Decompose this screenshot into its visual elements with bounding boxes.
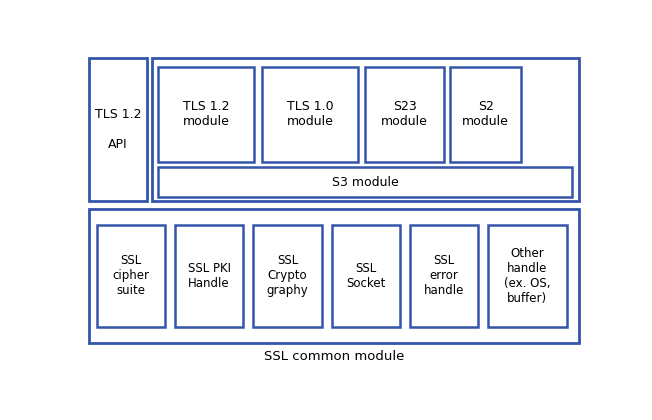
FancyBboxPatch shape bbox=[451, 66, 521, 162]
FancyBboxPatch shape bbox=[262, 66, 359, 162]
FancyBboxPatch shape bbox=[332, 225, 400, 327]
FancyBboxPatch shape bbox=[153, 58, 579, 201]
Text: TLS 1.2
module: TLS 1.2 module bbox=[183, 100, 230, 128]
Text: Other
handle
(ex. OS,
buffer): Other handle (ex. OS, buffer) bbox=[504, 247, 551, 305]
Text: SSL common module: SSL common module bbox=[264, 350, 404, 363]
FancyBboxPatch shape bbox=[366, 66, 444, 162]
Text: SSL
error
handle: SSL error handle bbox=[424, 255, 464, 297]
Text: TLS 1.0
module: TLS 1.0 module bbox=[287, 100, 334, 128]
FancyBboxPatch shape bbox=[96, 225, 165, 327]
FancyBboxPatch shape bbox=[89, 209, 579, 343]
FancyBboxPatch shape bbox=[254, 225, 321, 327]
FancyBboxPatch shape bbox=[89, 58, 147, 201]
Text: SSL
Crypto
graphy: SSL Crypto graphy bbox=[267, 255, 308, 297]
Text: SSL PKI
Handle: SSL PKI Handle bbox=[188, 262, 231, 290]
FancyBboxPatch shape bbox=[158, 168, 572, 197]
FancyBboxPatch shape bbox=[158, 66, 254, 162]
Text: TLS 1.2

API: TLS 1.2 API bbox=[95, 108, 141, 151]
Text: S2
module: S2 module bbox=[462, 100, 509, 128]
Text: S23
module: S23 module bbox=[381, 100, 428, 128]
FancyBboxPatch shape bbox=[488, 225, 567, 327]
FancyBboxPatch shape bbox=[175, 225, 243, 327]
Text: S3 module: S3 module bbox=[332, 176, 398, 189]
Text: SSL
Socket: SSL Socket bbox=[346, 262, 385, 290]
Text: SSL
cipher
suite: SSL cipher suite bbox=[112, 255, 149, 297]
FancyBboxPatch shape bbox=[410, 225, 478, 327]
